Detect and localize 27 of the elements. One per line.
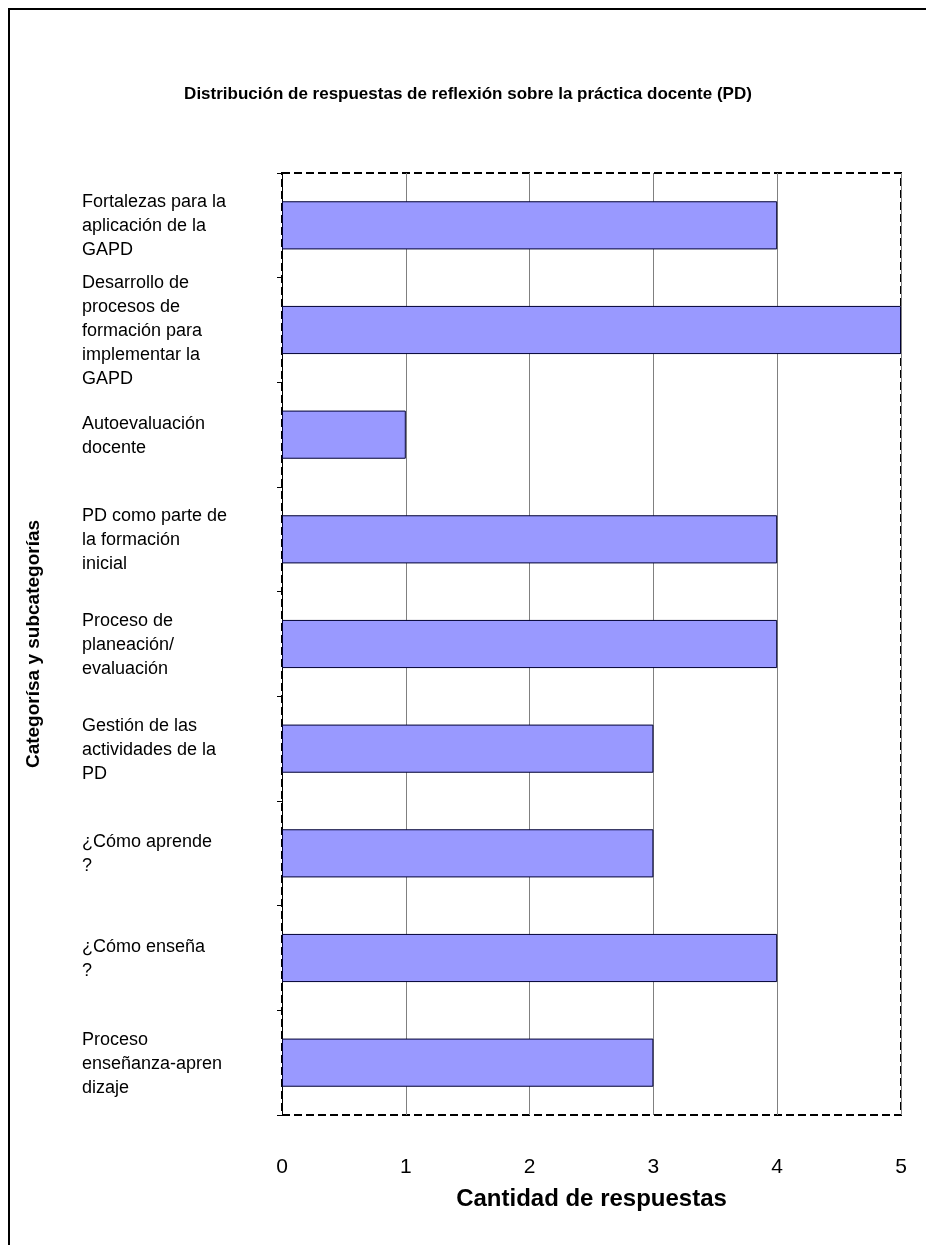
x-axis-title: Cantidad de respuestas xyxy=(456,1183,727,1211)
y-tick-label: Proceso enseñanza-aprendizaje xyxy=(82,1028,223,1097)
x-tick-label: 4 xyxy=(771,1154,784,1177)
bar xyxy=(282,410,406,459)
bar xyxy=(282,619,778,669)
chart-title: Distribución de respuestas de reflexión sobre la práctica docente (PD) xyxy=(184,84,752,103)
bar xyxy=(282,305,901,355)
x-tick-label: 3 xyxy=(647,1154,660,1177)
y-tick-label: ¿Cómo enseña? xyxy=(82,936,207,980)
bar xyxy=(282,201,778,250)
y-tick-label: Fortalezas para la aplicación de la GAPD xyxy=(82,191,232,260)
x-tick-label: 1 xyxy=(399,1154,412,1177)
bar xyxy=(282,933,778,983)
y-axis-title: Categorísa y subcategorías xyxy=(22,519,43,769)
bar xyxy=(282,1038,654,1087)
bar xyxy=(282,515,778,564)
y-tick-label: Gestión de las actividades de la PD xyxy=(82,714,222,783)
y-tick-label: Autoevaluación docente xyxy=(82,412,211,457)
bar xyxy=(282,829,654,878)
y-tick-label: Desarrollo de procesos de formación para implementar la GAPD xyxy=(82,272,208,388)
y-tick-label: ¿Cómo aprende? xyxy=(82,831,213,876)
x-tick-label: 5 xyxy=(895,1154,907,1177)
y-tick-label: Proceso de planeación/ evaluación xyxy=(82,610,180,678)
x-tick-label: 2 xyxy=(523,1154,536,1177)
y-tick-label: PD como parte de la formación inicial xyxy=(82,505,233,574)
bar xyxy=(282,724,654,773)
x-tick-label: 0 xyxy=(276,1154,288,1177)
